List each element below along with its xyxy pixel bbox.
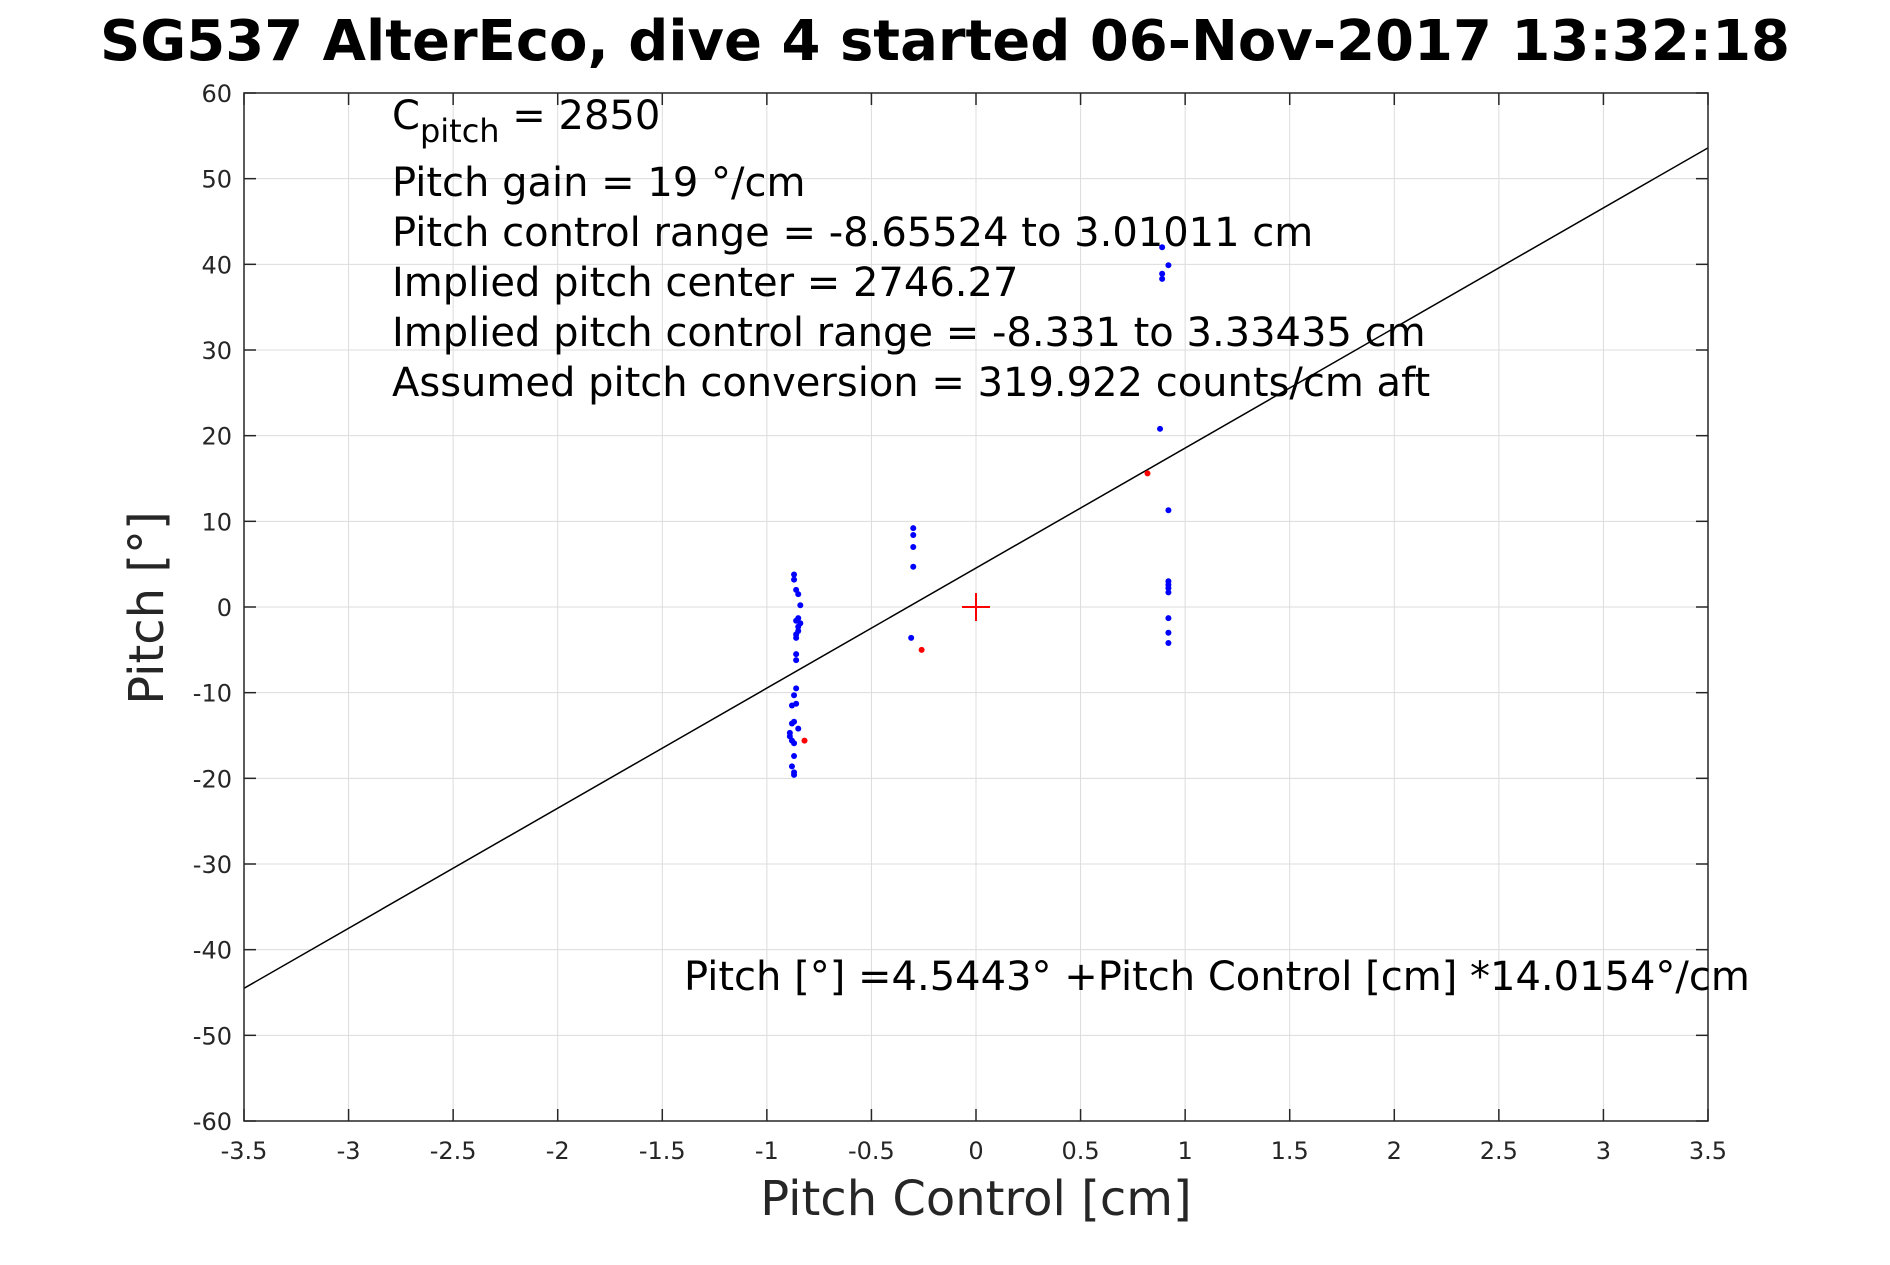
data-point [1165,639,1172,646]
data-point [793,657,800,664]
data-point [1165,262,1172,269]
y-tick-label: -50 [193,1022,232,1050]
data-point [795,725,802,732]
y-tick-label: 60 [201,80,232,108]
annotation-implied-pitch-control-range: Implied pitch control range = -8.331 to … [392,310,1426,356]
y-tick-label: 0 [217,594,232,622]
data-point [1165,629,1172,636]
data-point [1159,244,1166,251]
x-tick-label: -3 [337,1137,361,1165]
data-point [1159,270,1166,277]
data-point [791,718,798,725]
y-tick-label: 50 [201,166,232,194]
data-point [1165,615,1172,622]
data-point [801,737,808,744]
x-axis-label: Pitch Control [cm] [760,1171,1191,1227]
x-tick-label: 0.5 [1061,1137,1099,1165]
data-point [791,740,798,747]
data-point [797,602,804,609]
data-point [793,634,800,641]
annotation-block: Cpitch = 2850 Pitch gain = 19 °/cm Pitch… [392,93,1430,406]
chart-title: SG537 AlterEco, dive 4 started 06-Nov-20… [100,9,1790,74]
y-axis-label: Pitch [°] [119,511,175,705]
data-point [1165,589,1172,596]
data-point [788,763,795,770]
annotation-cpitch: Cpitch = 2850 [392,93,660,150]
y-tick-label: -20 [193,765,232,793]
data-point [910,532,917,539]
data-point [1165,585,1172,592]
x-tick-label: -2.5 [430,1137,477,1165]
data-point [795,623,802,630]
x-tick-label: -2 [546,1137,570,1165]
center-plus-marker [962,593,990,621]
x-tick-label: -0.5 [848,1137,895,1165]
data-point [791,771,798,778]
data-point [791,692,798,699]
center-marker-layer [962,593,990,621]
data-point [1165,507,1172,514]
data-points-layer [786,244,1172,778]
data-point [791,571,798,578]
x-tick-label: -1.5 [639,1137,686,1165]
data-point [910,544,917,551]
data-point [1159,275,1166,282]
fit-line-layer [243,147,1709,989]
annotation-cpitch-subscript: pitch [420,112,500,150]
y-tick-label: -40 [193,937,232,965]
y-tick-label: 20 [201,423,232,451]
x-tick-label: 1 [1178,1137,1193,1165]
fit-equation-label: Pitch [°] =4.5443° +Pitch Control [cm] *… [684,954,1750,1000]
x-tick-label: -3.5 [221,1137,268,1165]
data-point [1144,470,1151,477]
x-tick-label: -1 [755,1137,779,1165]
annotation-cpitch-prefix: C [392,93,420,139]
y-tick-label: 40 [201,251,232,279]
annotation-assumed-pitch-conversion: Assumed pitch conversion = 319.922 count… [392,360,1430,406]
y-tick-label: 30 [201,337,232,365]
y-tick-label: -30 [193,851,232,879]
y-tick-label: 10 [201,508,232,536]
data-point [918,646,925,653]
x-tick-label: 3 [1596,1137,1611,1165]
axes-layer: -3.5 -3 -2.5 -2 -1.5 -1 -0.5 0 0.5 1 1.5 2 2.5 3 3.5 60… [193,80,1727,1165]
x-tick-label: 3.5 [1689,1137,1727,1165]
data-point [793,700,800,707]
x-tick-label: 0 [968,1137,983,1165]
data-point [793,651,800,658]
data-point [908,634,915,641]
data-point [910,525,917,532]
data-point [791,753,798,760]
data-point [795,591,802,598]
data-point [793,685,800,692]
y-tick-label: -60 [193,1108,232,1136]
x-tick-label: 2 [1387,1137,1402,1165]
x-tick-label: 1.5 [1271,1137,1309,1165]
annotation-pitch-control-range: Pitch control range = -8.65524 to 3.0101… [392,210,1313,256]
annotation-cpitch-suffix: = 2850 [500,93,661,139]
x-tick-label: 2.5 [1480,1137,1518,1165]
annotation-pitch-gain: Pitch gain = 19 °/cm [392,160,805,206]
y-tick-label: -10 [193,680,232,708]
grid-layer [244,93,1708,1121]
data-point [791,576,798,583]
annotation-implied-pitch-center: Implied pitch center = 2746.27 [392,260,1018,306]
data-point [1157,425,1164,432]
data-point [910,563,917,570]
fit-line [243,147,1709,989]
